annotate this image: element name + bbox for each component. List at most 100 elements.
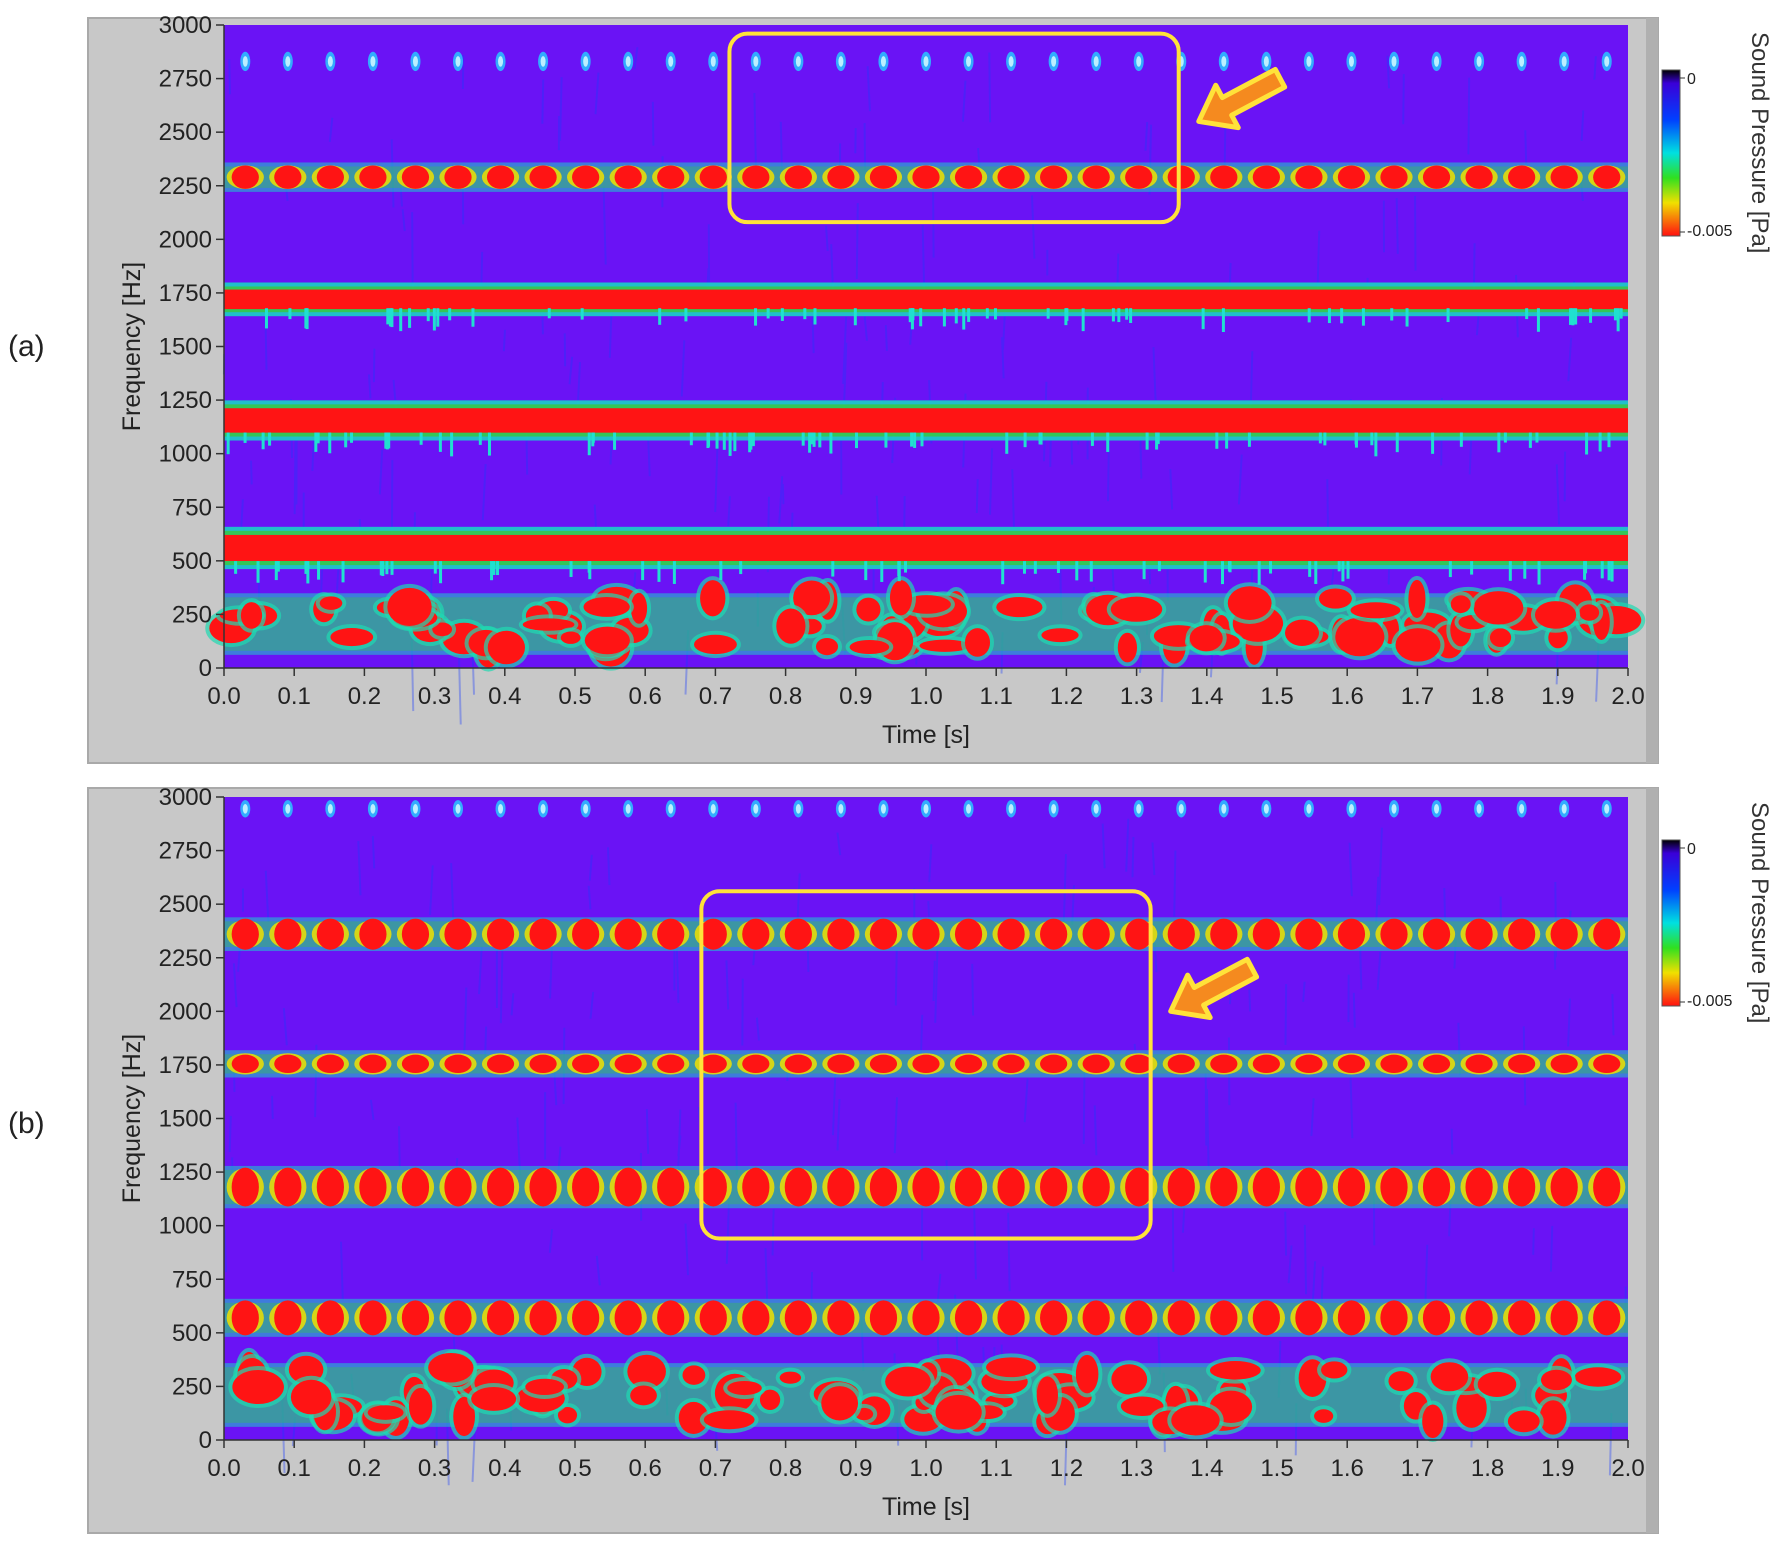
band-blob (784, 1167, 812, 1207)
band-notch (1370, 432, 1374, 446)
band-blob (330, 628, 374, 647)
streak (1302, 981, 1306, 1002)
band-notch (1523, 561, 1527, 579)
streak (228, 1115, 232, 1153)
streak (602, 186, 607, 265)
streak (884, 325, 888, 351)
band-blob (1593, 1054, 1621, 1074)
band-blob (387, 587, 432, 627)
band-blob (359, 1167, 387, 1207)
streak (1468, 439, 1473, 475)
band-notch (1616, 308, 1620, 332)
x-tick-label: 0.2 (348, 1455, 381, 1482)
band-blob (699, 918, 727, 950)
streak (340, 1241, 344, 1300)
band-notch (719, 561, 723, 581)
band-blob (1593, 1300, 1621, 1336)
band-notch (1228, 561, 1232, 573)
band-notch (1005, 432, 1009, 454)
streak (250, 460, 253, 485)
band-blob (1210, 165, 1238, 189)
streak (606, 847, 611, 886)
band-core (224, 408, 1628, 433)
band-blob (1082, 165, 1110, 189)
x-tick-label: 1.2 (1050, 683, 1083, 710)
band-blob (1465, 1054, 1493, 1074)
band-blob-core (1008, 56, 1014, 67)
y-tick-label: 250 (172, 1373, 212, 1400)
band-notch (1607, 432, 1611, 448)
band-notch (1145, 432, 1149, 450)
colorbar-max-label: 0 (1687, 841, 1696, 858)
streak (589, 991, 595, 1019)
x-tick-label: 0.5 (558, 1455, 591, 1482)
band-notch (316, 432, 320, 444)
band-blob (1422, 1300, 1451, 1336)
band-blob (359, 1054, 387, 1074)
band-notch (433, 561, 437, 574)
band-blob (849, 639, 890, 655)
band-blob (954, 165, 983, 189)
axes: 0 250 500 750 1000 1250 1500 1750 2000 2250 2500 27… (118, 12, 1645, 749)
band-blob-core (455, 56, 461, 67)
band-notch (385, 561, 389, 575)
band-notch (812, 432, 816, 447)
band-notch (588, 561, 592, 580)
streak (499, 949, 504, 1024)
band-notch (1569, 308, 1573, 325)
band-notch (1346, 561, 1350, 579)
band-blob (1252, 1054, 1280, 1074)
band-blob (1082, 918, 1110, 950)
band-blob (1227, 586, 1272, 620)
band-notch (864, 561, 868, 581)
streak (397, 1126, 401, 1168)
band-blob (1430, 1362, 1469, 1392)
streak (595, 1255, 601, 1286)
x-tick-label: 1.8 (1471, 683, 1504, 710)
streak (1131, 836, 1135, 878)
streak (594, 72, 600, 115)
band-blob (1252, 1167, 1280, 1207)
band-blob (1507, 1410, 1540, 1433)
band-blob (1550, 1300, 1578, 1336)
callout-arrow (1168, 956, 1260, 1021)
streak (1249, 351, 1254, 409)
band-5 (240, 800, 1612, 818)
band-blob-core (923, 803, 929, 814)
band-blob (742, 1300, 770, 1336)
streak (457, 644, 462, 725)
band-notch (715, 432, 719, 449)
band-notch (829, 432, 833, 454)
band-blob-core (838, 56, 844, 67)
band-notch (1619, 308, 1623, 319)
band-blob (657, 165, 685, 189)
colorbar-title: Sound Pressure [Pa] (1746, 32, 1773, 253)
band-notch (831, 561, 835, 577)
band-blob-core (455, 803, 461, 814)
band-blob (359, 165, 387, 189)
band-blob (1167, 1054, 1195, 1074)
y-tick-label: 2750 (159, 66, 212, 93)
streak (516, 1117, 522, 1176)
band-notch (689, 432, 693, 446)
band-blob (572, 1054, 600, 1074)
band-blob-core (753, 803, 759, 814)
x-tick-label: 1.9 (1541, 1455, 1574, 1482)
band-blob-core (1263, 56, 1269, 67)
band-blob (869, 918, 898, 950)
band-blob (784, 1054, 812, 1074)
y-tick-label: 1500 (159, 334, 212, 361)
band-blob-core (242, 56, 248, 67)
band-notch (1157, 561, 1161, 572)
band-blob-core (668, 803, 674, 814)
streak (1376, 951, 1382, 991)
streak (357, 840, 362, 896)
band-blob (1465, 918, 1493, 950)
x-tick-label: 0.9 (839, 683, 872, 710)
band-notch (641, 561, 645, 581)
streak (811, 316, 815, 354)
band-blob-core (1263, 803, 1269, 814)
frame-edge (1646, 788, 1658, 1533)
band-notch (256, 561, 260, 583)
band-blob (742, 1167, 770, 1207)
